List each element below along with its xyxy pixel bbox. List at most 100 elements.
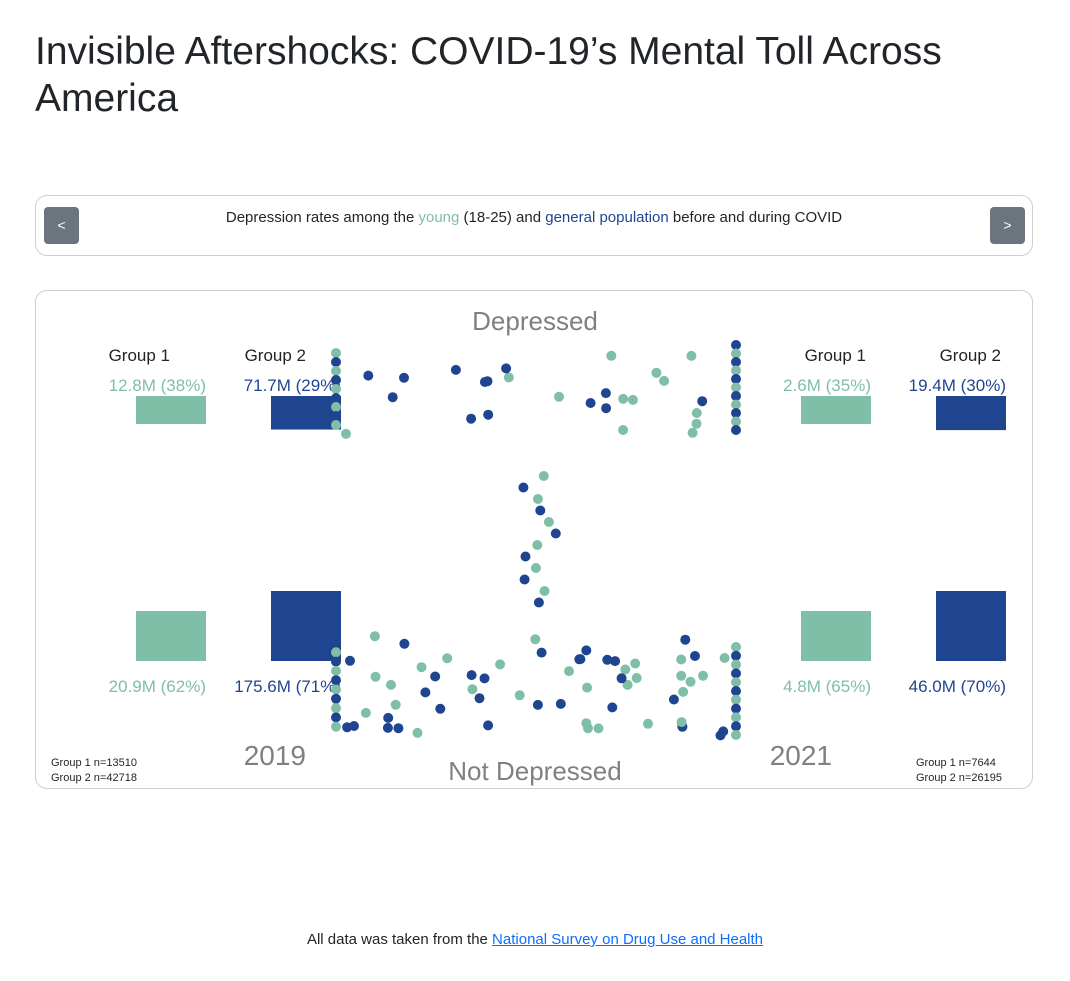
particle-dot	[575, 654, 586, 665]
particle-dot	[331, 375, 341, 385]
particle-dot	[731, 340, 741, 350]
particle-dot	[731, 416, 741, 427]
particle-dot	[731, 694, 741, 705]
particle-dot	[345, 655, 355, 666]
particle-dot	[331, 656, 341, 667]
particle-dot	[349, 721, 359, 731]
particle-dot	[331, 638, 341, 648]
depressed-value-label: 19.4M (30%)	[909, 376, 1006, 395]
depressed-value-label: 2.6M (35%)	[783, 376, 871, 395]
depressed-bar	[271, 396, 341, 430]
particle-dot	[690, 651, 700, 661]
particle-dot	[466, 413, 477, 424]
depressed-value-label: 12.8M (38%)	[109, 376, 206, 395]
particle-dot	[533, 597, 544, 608]
particle-dot	[731, 659, 741, 670]
particle-dot	[331, 411, 341, 421]
particle-dot	[731, 357, 741, 367]
not-depressed-bar	[271, 591, 341, 661]
particle-dot	[731, 391, 741, 401]
particle-dot	[630, 658, 641, 669]
particle-dot	[691, 408, 702, 418]
particle-dot	[731, 365, 741, 376]
particle-dot	[631, 673, 642, 683]
particle-dot	[622, 679, 633, 690]
sample-size-label: Group 1 n=13510	[51, 757, 137, 769]
year-label: 2019	[244, 740, 306, 771]
particle-dot	[616, 673, 627, 684]
group-name-label: Group 1	[109, 346, 170, 365]
particle-dot	[686, 350, 697, 361]
particle-dot	[536, 647, 547, 658]
particle-dot	[387, 392, 398, 403]
particle-dot	[539, 586, 550, 596]
slide-caption: Depression rates among the young (18-25)…	[96, 209, 972, 226]
caption-text: before and during COVID	[668, 209, 843, 226]
particle-dot	[581, 718, 592, 729]
particle-dot	[535, 505, 546, 516]
particle-dot	[479, 377, 490, 387]
particle-dot	[331, 684, 341, 695]
particle-dot	[731, 408, 741, 418]
particle-dot	[331, 693, 341, 704]
particle-dot	[370, 671, 381, 682]
source-link[interactable]: National Survey on Drug Use and Health	[492, 931, 764, 948]
particle-dot	[676, 670, 687, 681]
sample-size-label: Group 2 n=42718	[51, 772, 137, 784]
depression-chart: Depressed Not Depressed Group 1 12.8M (38%)…	[51, 306, 1006, 786]
particle-dot	[331, 675, 341, 686]
particle-dot	[399, 372, 409, 383]
particle-dot	[627, 394, 638, 405]
particle-dot	[731, 712, 741, 723]
previous-button[interactable]: <	[44, 207, 79, 244]
particle-dot	[331, 393, 341, 403]
particle-dot	[331, 647, 341, 658]
footer-text: All data was taken from the	[306, 931, 493, 948]
particle-dot	[331, 712, 341, 723]
particle-dot	[442, 653, 453, 664]
particle-dot	[555, 698, 566, 709]
particle-dot	[518, 482, 529, 493]
particle-dot	[618, 393, 629, 404]
not-depressed-bar	[801, 611, 871, 661]
particle-dot	[582, 682, 593, 693]
year-label: 2021	[770, 740, 832, 771]
group-name-label: Group 2	[940, 346, 1001, 365]
particle-dot	[731, 677, 741, 688]
particle-dot	[393, 723, 404, 734]
particle-dot	[450, 364, 461, 375]
particle-dot	[678, 686, 689, 697]
particle-dot	[698, 670, 708, 681]
particle-dot	[731, 399, 741, 410]
particle-dot	[519, 574, 530, 585]
particle-dot	[466, 670, 477, 681]
particle-dot	[479, 673, 490, 684]
footer: All data was taken from the National Sur…	[0, 931, 1070, 948]
particle-dot	[715, 730, 726, 741]
particle-dot	[474, 693, 485, 704]
depressed-bar	[936, 396, 1006, 431]
particle-dot	[503, 372, 514, 383]
caption-text: (18-25) and	[459, 209, 546, 226]
particle-dot	[360, 707, 371, 718]
next-button[interactable]: >	[990, 207, 1025, 244]
particle-dot	[501, 363, 512, 374]
particle-dot	[416, 662, 427, 673]
particle-dot	[620, 664, 631, 675]
particle-dot	[331, 665, 341, 676]
group-name-label: Group 1	[805, 346, 866, 365]
particle-dot	[331, 348, 341, 358]
not-depressed-bar	[936, 591, 1006, 661]
particle-dot	[607, 702, 618, 713]
particle-dot	[514, 690, 525, 701]
particle-dot	[585, 398, 596, 408]
particle-dot	[331, 357, 341, 367]
particle-dot	[331, 402, 341, 412]
particle-dot	[601, 403, 612, 414]
particle-dot	[581, 645, 592, 656]
particle-dot	[554, 391, 564, 402]
story-navigation: < Depression rates among the young (18-2…	[35, 195, 1033, 256]
depressed-label: Depressed	[472, 306, 598, 336]
particle-dot	[731, 374, 741, 384]
particle-dot	[341, 428, 351, 439]
